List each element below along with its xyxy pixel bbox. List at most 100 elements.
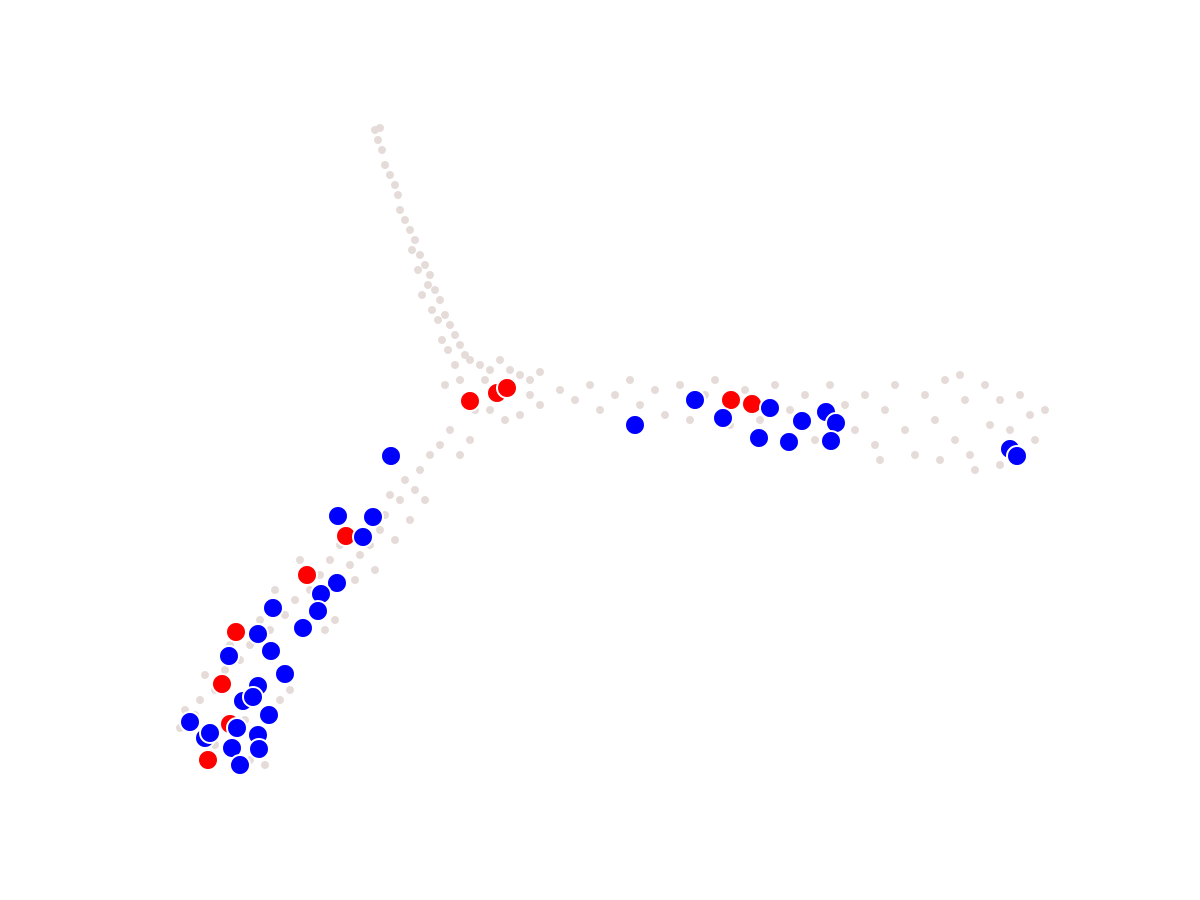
highlight-point xyxy=(262,597,284,619)
background-point xyxy=(406,226,414,234)
highlight-point xyxy=(274,663,296,685)
highlight-point xyxy=(197,749,219,771)
background-point xyxy=(786,406,794,414)
background-point xyxy=(956,371,964,379)
background-point xyxy=(381,161,389,169)
background-point xyxy=(346,561,354,569)
background-point xyxy=(1016,391,1024,399)
background-point xyxy=(416,466,424,474)
background-point xyxy=(1031,436,1039,444)
background-point xyxy=(951,436,959,444)
background-point xyxy=(501,416,509,424)
highlight-point xyxy=(211,673,233,695)
background-point xyxy=(396,206,404,214)
background-point xyxy=(981,381,989,389)
background-point xyxy=(438,336,446,344)
background-point xyxy=(376,526,384,534)
background-point xyxy=(686,416,694,424)
background-point xyxy=(996,396,1004,404)
highlight-point xyxy=(741,393,763,415)
background-point xyxy=(936,456,944,464)
highlight-point xyxy=(247,623,269,645)
background-point xyxy=(378,146,386,154)
highlight-point xyxy=(218,645,240,667)
background-point xyxy=(356,551,364,559)
background-point xyxy=(196,696,204,704)
background-point xyxy=(826,381,834,389)
background-point xyxy=(506,366,514,374)
background-point xyxy=(276,696,284,704)
background-point xyxy=(881,406,889,414)
highlight-point xyxy=(778,431,800,453)
highlight-point xyxy=(296,564,318,586)
background-point xyxy=(351,576,359,584)
background-point xyxy=(326,556,334,564)
background-point xyxy=(536,368,544,376)
highlight-point xyxy=(720,389,742,411)
background-point xyxy=(971,466,979,474)
background-point xyxy=(414,266,422,274)
background-point xyxy=(456,451,464,459)
background-point xyxy=(374,136,382,144)
highlight-point xyxy=(759,397,781,419)
background-point xyxy=(461,351,469,359)
background-point xyxy=(371,566,379,574)
highlight-point xyxy=(327,505,349,527)
highlight-point xyxy=(225,621,247,643)
background-point xyxy=(261,761,269,769)
background-point xyxy=(406,516,414,524)
background-point xyxy=(286,686,294,694)
background-point xyxy=(711,376,719,384)
highlight-point xyxy=(248,738,270,760)
highlight-point xyxy=(459,390,481,412)
background-point xyxy=(526,376,534,384)
background-point xyxy=(996,461,1004,469)
highlight-point xyxy=(496,377,518,399)
background-point xyxy=(596,406,604,414)
highlight-point xyxy=(260,640,282,662)
highlight-point xyxy=(199,722,221,744)
background-point xyxy=(911,451,919,459)
background-point xyxy=(391,181,399,189)
background-point xyxy=(536,401,544,409)
background-point xyxy=(486,406,494,414)
background-point xyxy=(424,281,432,289)
background-point xyxy=(986,421,994,429)
highlight-point xyxy=(684,389,706,411)
background-point xyxy=(386,491,394,499)
background-point xyxy=(451,361,459,369)
background-point xyxy=(316,571,324,579)
background-point xyxy=(481,376,489,384)
highlight-point xyxy=(362,506,384,528)
background-point xyxy=(396,496,404,504)
background-point xyxy=(291,596,299,604)
background-point xyxy=(651,386,659,394)
background-point xyxy=(871,441,879,449)
background-point xyxy=(516,371,524,379)
background-point xyxy=(411,236,419,244)
highlight-point xyxy=(825,412,847,434)
background-point xyxy=(801,391,809,399)
highlight-point xyxy=(229,754,251,776)
background-point xyxy=(436,296,444,304)
background-point xyxy=(441,311,449,319)
highlight-point xyxy=(226,717,248,739)
highlight-point xyxy=(1006,445,1028,467)
background-point xyxy=(421,261,429,269)
background-point xyxy=(418,291,426,299)
background-point xyxy=(486,366,494,374)
highlight-point xyxy=(820,430,842,452)
highlight-point xyxy=(242,686,264,708)
background-point xyxy=(966,451,974,459)
background-point xyxy=(1041,406,1049,414)
background-point xyxy=(441,381,449,389)
background-point xyxy=(221,666,229,674)
background-point xyxy=(296,556,304,564)
highlight-point xyxy=(352,526,374,548)
background-point xyxy=(556,386,564,394)
background-point xyxy=(434,316,442,324)
background-point xyxy=(921,391,929,399)
background-point xyxy=(741,386,749,394)
background-point xyxy=(496,356,504,364)
